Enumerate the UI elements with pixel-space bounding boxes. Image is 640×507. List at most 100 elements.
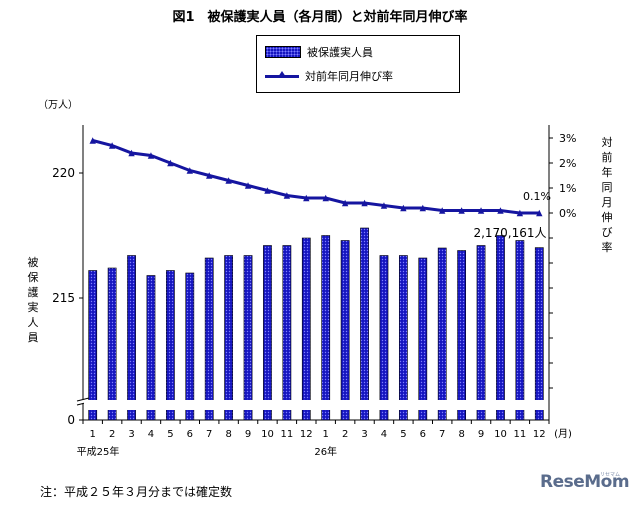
growth-rate-marker-19 [439,207,446,214]
axis-break-mark-left-1 [76,397,90,402]
growth-rate-marker-7 [206,172,213,179]
bar-5 [165,270,175,421]
growth-rate-line [92,139,540,215]
bar-9 [243,255,253,421]
x-tick-label-1: 1 [90,429,96,440]
left-tick-label-220: 220 [52,166,75,180]
growth-rate-marker-10 [264,187,271,194]
x-tick-label-5: 5 [167,429,173,440]
x-tick-label-18: 6 [420,429,426,440]
x-tick-label-7: 7 [206,429,212,440]
bar-22 [496,235,505,421]
x-tick-label-19: 7 [439,429,445,440]
bar-1 [88,270,98,421]
x-tick-label-10: 10 [261,429,274,440]
x-tick-label-12: 12 [300,429,313,440]
right-tick-label-0: 0% [559,207,576,220]
legend-item-bar: 被保護実人員 [265,44,373,60]
legend-item-line: 対前年同月伸び率 [265,68,393,84]
growth-rate-marker-17 [400,204,407,212]
bar-20 [457,250,467,421]
legend: 被保護実人員 対前年同月伸び率 [256,35,460,93]
left-tick-label-215: 215 [52,291,75,305]
left-axis-title: 被保護実人員 [27,256,39,344]
x-tick-label-14: 2 [342,429,348,440]
x-axis-unit: (月) [554,428,572,440]
bar-19 [437,247,447,421]
bar-annotation-last: 2,170,161人 [473,226,546,240]
x-group-label-2013: 平成25年 [77,445,120,458]
growth-rate-marker-13 [322,194,329,202]
bar-3 [127,255,136,421]
x-tick-label-15: 3 [361,429,367,440]
x-tick-label-20: 8 [458,429,464,440]
chart-title: 図1 被保護実人員（各月間）と対前年同月伸び率 [172,10,468,25]
bar-11 [282,245,292,421]
x-tick-label-9: 9 [245,429,251,440]
growth-rate-marker-4 [147,152,155,159]
growth-rate-marker-5 [167,159,174,167]
right-tick-label-3: 3% [559,132,576,145]
bar-16 [379,255,389,421]
bar-21 [476,245,486,421]
growth-rate-marker-3 [128,149,135,157]
x-tick-label-8: 8 [225,429,231,440]
x-tick-label-16: 4 [381,429,387,440]
bar-8 [224,255,234,421]
x-tick-label-23: 11 [514,429,527,440]
bar-14 [340,240,350,421]
line-annotation-last: 0.1% [523,190,551,203]
bar-7 [204,257,214,421]
axis-break-mask-left [78,399,88,404]
footnote: 注：平成２５年３月分までは確定数 [40,485,233,499]
x-tick-label-22: 10 [494,429,507,440]
growth-rate-marker-22 [497,207,504,214]
legend-line-label: 対前年同月伸び率 [305,70,393,83]
x-tick-label-2: 2 [109,429,115,440]
bar-6 [185,272,195,421]
growth-rate-marker-1 [89,137,96,144]
bar-13 [321,235,331,421]
growth-rate-marker-20 [458,207,465,214]
x-tick-label-13: 1 [323,429,329,440]
growth-rate-marker-24 [536,209,543,217]
bar-10 [263,245,272,421]
bar-17 [398,255,408,421]
growth-rate-marker-18 [419,204,426,212]
x-tick-label-11: 11 [281,429,294,440]
legend-bar-label: 被保護実人員 [307,46,373,59]
bar-23 [515,240,525,421]
legend-line-swatch [265,71,299,81]
x-tick-label-21: 9 [478,429,484,440]
right-axis-title: 対前年同月伸び率 [601,136,613,254]
bar-18 [418,257,428,421]
x-group-label-2014: 26年 [314,445,337,458]
legend-bar-swatch [265,46,301,58]
growth-rate-marker-23 [516,209,524,217]
growth-rate-marker-11 [283,192,291,199]
growth-rate-marker-2 [108,142,116,149]
resemom-logo-sub: リセマム [600,472,621,478]
right-tick-label-1: 1% [559,182,576,195]
left-tick-label-0: 0 [67,413,75,427]
x-tick-label-3: 3 [128,429,134,440]
left-axis-unit: （万人） [38,99,78,111]
growth-rate-marker-8 [225,177,232,184]
bar-15 [360,227,369,421]
bar-12 [301,237,311,421]
right-tick-label-2: 2% [559,157,576,170]
bar-24 [534,247,544,421]
bar-4 [146,275,156,421]
growth-rate-marker-15 [361,199,368,207]
growth-rate-marker-21 [477,207,485,214]
growth-rate-marker-14 [341,199,349,207]
resemom-logo: ReseMom [540,472,630,492]
growth-rate-marker-6 [186,167,193,174]
growth-rate-marker-12 [303,194,310,202]
x-tick-label-24: 12 [533,429,546,440]
x-tick-label-17: 5 [400,429,406,440]
growth-rate-marker-16 [380,202,388,209]
bar-2 [107,267,117,421]
bar-break-band [84,400,548,410]
